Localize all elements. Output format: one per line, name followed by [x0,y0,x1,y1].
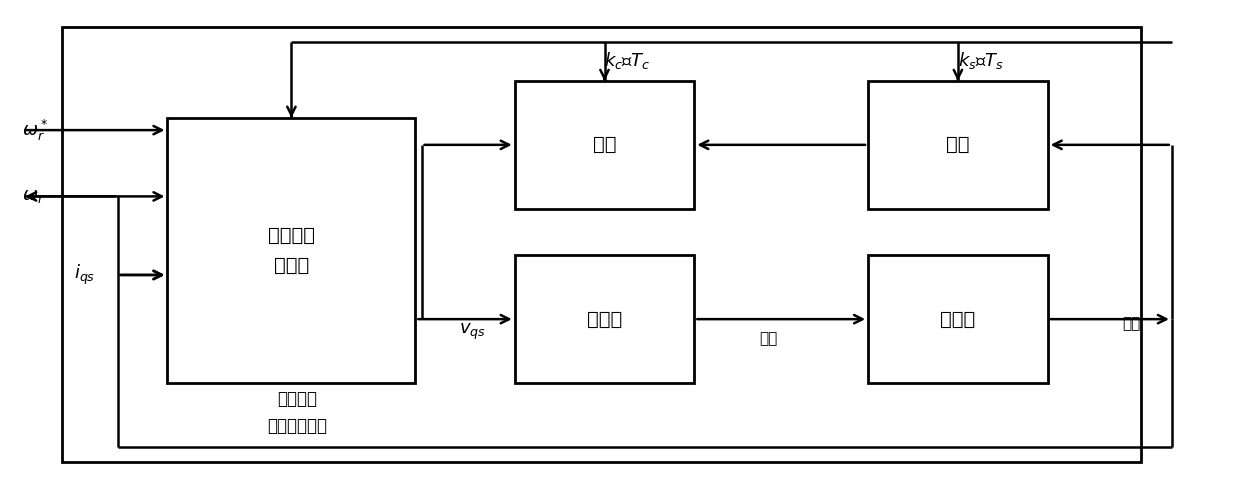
Bar [515,81,694,209]
Text: 转速电流: 转速电流 [268,226,315,245]
Bar [868,81,1048,209]
Text: 发明串级
自适应控制器: 发明串级 自适应控制器 [268,390,327,435]
Text: $\omega_r$: $\omega_r$ [22,188,45,205]
Text: $k_s$、$T_s$: $k_s$、$T_s$ [957,50,1003,71]
Text: 控制器: 控制器 [274,256,309,274]
Text: 辨识: 辨识 [946,136,970,154]
Bar [868,255,1048,383]
Bar [167,118,415,383]
Bar [62,27,1141,462]
Text: 电流: 电流 [759,331,777,347]
Text: 辨识: 辨识 [593,136,616,154]
Text: $i_{qs}$: $i_{qs}$ [74,263,95,287]
Text: $k_c$、$T_c$: $k_c$、$T_c$ [605,50,651,71]
Text: 转速: 转速 [1122,317,1141,331]
Text: 转速环: 转速环 [940,310,976,328]
Text: 电流环: 电流环 [587,310,622,328]
Text: $v_{qs}$: $v_{qs}$ [459,322,486,342]
Bar [515,255,694,383]
Text: $\omega_r^*$: $\omega_r^*$ [22,117,48,143]
